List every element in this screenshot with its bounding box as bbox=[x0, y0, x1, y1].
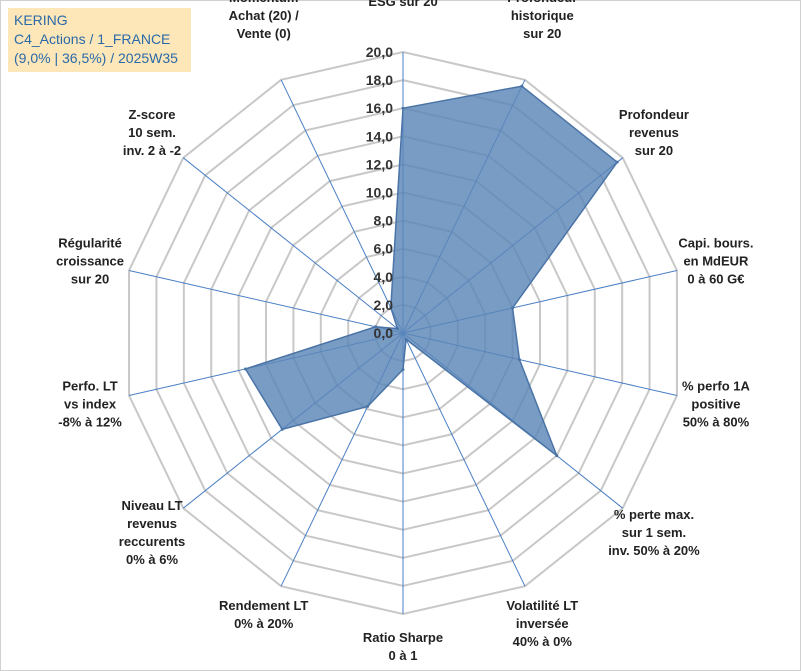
data-point bbox=[511, 306, 515, 310]
data-point bbox=[404, 337, 408, 341]
tick-label: 4,0 bbox=[374, 269, 394, 285]
axis-label-line: sur 20 bbox=[71, 272, 109, 287]
axis-label-line: Niveau LT bbox=[121, 498, 182, 513]
axis-label-line: Achat (20) / bbox=[229, 8, 299, 23]
axis-label: Z-score 10 sem. inv. 2 à -2 bbox=[123, 107, 181, 158]
axis-label-line: 0% à 6% bbox=[126, 552, 178, 567]
axis-label-line: % perfo 1A bbox=[682, 378, 751, 393]
data-layer bbox=[243, 84, 619, 458]
axis-spoke bbox=[402, 332, 526, 587]
axis-label-line: 50% à 80% bbox=[683, 414, 750, 429]
axis-label-line: 0% à 20% bbox=[234, 616, 294, 631]
axis-label-line: inv. 50% à 20% bbox=[608, 543, 700, 558]
axis-label-line: en MdEUR bbox=[683, 254, 749, 269]
axis-label: Profondeur historique sur 20 bbox=[507, 0, 577, 41]
axis-label-line: croissance bbox=[56, 254, 124, 269]
axis-label-line: Rendement LT bbox=[219, 598, 308, 613]
data-point bbox=[520, 84, 524, 88]
label-layer: NoteESG sur 20 Profondeur historique sur 20… bbox=[56, 0, 753, 663]
axis-label-line: Ratio Sharpe bbox=[363, 630, 443, 645]
axis-label-line: 40% à 0% bbox=[513, 634, 573, 649]
axis-label: Niveau LT revenus reccurents 0% à 6% bbox=[119, 498, 185, 567]
axis-label: Ratio Sharpe 0 à 1 bbox=[363, 630, 443, 663]
axis-label-line: 0 à 1 bbox=[389, 648, 418, 663]
tick-label: 2,0 bbox=[374, 297, 394, 313]
data-point bbox=[389, 306, 393, 310]
axis-label-line: reccurents bbox=[119, 534, 185, 549]
axis-label-line: inv. 2 à -2 bbox=[123, 143, 181, 158]
axis-label-line: sur 1 sem. bbox=[622, 525, 686, 540]
axis-label: Capi. bours. en MdEUR 0 à 60 G€ bbox=[678, 236, 753, 287]
axis-label: Momentum Achat (20) / Vente (0) bbox=[229, 0, 299, 41]
data-point bbox=[555, 454, 559, 458]
axis-label: Profondeur revenus sur 20 bbox=[619, 107, 689, 158]
tick-layer: 0,0 2,0 4,0 6,0 8,0 10,0 12,0 14,0 16,0 18,0 20,0 bbox=[366, 44, 393, 341]
axis-label: % perte max. sur 1 sem. inv. 50% à 20% bbox=[608, 507, 700, 558]
title-line-2: C4_Actions / 1_FRANCE bbox=[14, 31, 171, 47]
axis-label-line: Capi. bours. bbox=[678, 236, 753, 251]
axis-label-line: 0 à 60 G€ bbox=[687, 272, 744, 287]
axis-label: Volatilité LT inversée 40% à 0% bbox=[506, 598, 578, 649]
data-point bbox=[396, 327, 400, 331]
axis-label-line: Volatilité LT bbox=[506, 598, 578, 613]
axis-spoke bbox=[128, 269, 404, 334]
axis-label-line: Profondeur bbox=[507, 0, 577, 5]
axis-label-line: positive bbox=[691, 396, 740, 411]
axis-label-line: Z-score bbox=[129, 107, 176, 122]
axis-label: Perfo. LT vs index -8% à 12% bbox=[58, 378, 122, 429]
axis-spoke bbox=[182, 157, 404, 334]
data-area bbox=[244, 85, 619, 458]
data-point bbox=[615, 160, 619, 164]
axis-label: NoteESG sur 20 bbox=[368, 0, 437, 9]
axis-label: Régularité croissance sur 20 bbox=[56, 236, 124, 287]
axis-label-line: revenus bbox=[127, 516, 177, 531]
axis-label-line: Profondeur bbox=[619, 107, 689, 122]
axis-label-line: Régularité bbox=[58, 236, 122, 251]
data-point bbox=[401, 368, 405, 372]
data-point bbox=[366, 404, 370, 408]
data-point bbox=[280, 427, 284, 431]
axis-label-line: % perte max. bbox=[614, 507, 694, 522]
tick-label: 20,0 bbox=[366, 44, 393, 60]
data-point bbox=[401, 106, 405, 110]
axis-label-line: 10 sem. bbox=[128, 125, 176, 140]
axis-label-line: Momentum bbox=[229, 0, 298, 5]
data-point bbox=[243, 367, 247, 371]
title-line-1: KERING bbox=[14, 12, 68, 28]
axis-label-line: historique bbox=[511, 8, 574, 23]
axis-label-line: ESG sur 20 bbox=[368, 0, 437, 9]
tick-label: 18,0 bbox=[366, 72, 393, 88]
data-point bbox=[517, 358, 521, 362]
axis-label: % perfo 1A positive 50% à 80% bbox=[682, 378, 751, 429]
tick-label: 10,0 bbox=[366, 185, 393, 201]
axis-label-line: inversée bbox=[516, 616, 569, 631]
tick-label: 12,0 bbox=[366, 156, 393, 172]
axis-label-line: vs index bbox=[64, 396, 117, 411]
axis-label: Rendement LT 0% à 20% bbox=[219, 598, 308, 631]
axis-label-line: sur 20 bbox=[635, 143, 673, 158]
tick-label: 0,0 bbox=[374, 325, 394, 341]
axis-label-line: -8% à 12% bbox=[58, 414, 122, 429]
axis-label-line: sur 20 bbox=[523, 26, 561, 41]
tick-label: 8,0 bbox=[374, 213, 394, 229]
axis-label-line: Vente (0) bbox=[237, 26, 291, 41]
tick-label: 16,0 bbox=[366, 100, 393, 116]
data-point bbox=[374, 325, 378, 329]
axis-label-line: Perfo. LT bbox=[62, 378, 117, 393]
title-line-3: (9,0% | 36,5%) / 2025W35 bbox=[14, 50, 178, 66]
title-box: KERING C4_Actions / 1_FRANCE (9,0% | 36,… bbox=[8, 8, 191, 72]
axis-label-line: revenus bbox=[629, 125, 679, 140]
tick-label: 14,0 bbox=[366, 128, 393, 144]
axis-spoke bbox=[280, 79, 404, 334]
tick-label: 6,0 bbox=[374, 241, 394, 257]
